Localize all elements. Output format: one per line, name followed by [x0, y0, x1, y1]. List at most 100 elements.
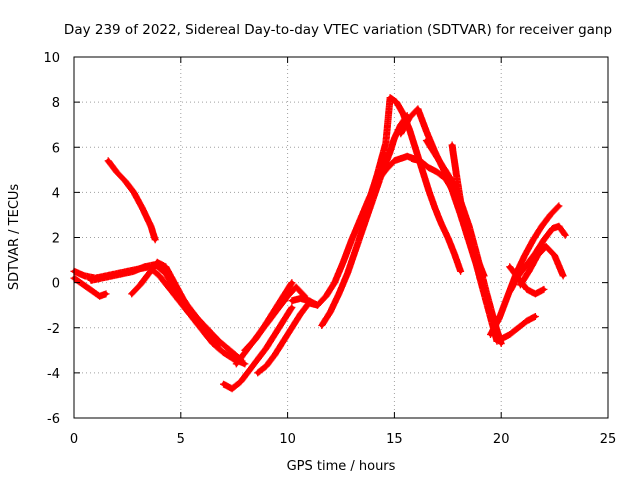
data-point: [319, 323, 324, 328]
data-point: [281, 294, 286, 299]
data-point: [272, 332, 277, 337]
data-point: [398, 131, 403, 136]
y-axis-label: SDTVAR / TECUs: [7, 184, 22, 291]
data-point: [97, 294, 102, 299]
data-point: [524, 262, 529, 267]
data-point: [432, 152, 437, 157]
data-point: [106, 158, 111, 163]
data-point: [539, 224, 544, 229]
data-point: [450, 142, 455, 147]
data-point: [524, 287, 529, 292]
data-point: [383, 140, 388, 145]
data-point: [488, 332, 493, 337]
data-point: [541, 287, 546, 292]
data-point: [550, 226, 555, 231]
data-point: [349, 237, 354, 242]
data-point: [556, 224, 561, 229]
series-arc-12: [356, 94, 465, 275]
data-point: [298, 312, 303, 317]
series-arc-6: [220, 303, 296, 393]
data-point: [281, 318, 286, 323]
data-point: [548, 212, 553, 217]
data-point: [435, 170, 440, 175]
data-point: [392, 136, 397, 141]
data-point: [388, 95, 393, 100]
data-point: [366, 199, 371, 204]
data-point: [114, 170, 119, 175]
x-tick-label: 20: [493, 432, 510, 447]
data-point: [415, 106, 420, 111]
data-point: [131, 190, 136, 195]
data-point: [426, 188, 431, 193]
data-point: [163, 264, 168, 269]
data-point: [272, 307, 277, 312]
axis-ticks: 0 5 10 15 20 25 -6 -4 -2 0 2 4 6 8 10: [43, 51, 616, 447]
data-point: [533, 291, 538, 296]
y-tick-label: 4: [52, 186, 60, 201]
data-point: [140, 206, 145, 211]
data-point: [454, 172, 459, 177]
data-point: [450, 179, 455, 184]
series-arc-5: [128, 258, 221, 350]
data-point: [400, 111, 405, 116]
data-point: [405, 154, 410, 159]
data-point: [264, 346, 269, 351]
data-point: [432, 206, 437, 211]
data-point: [544, 244, 549, 249]
y-tick-label: 0: [52, 277, 60, 292]
data-point: [242, 361, 247, 366]
data-point: [221, 350, 226, 355]
data-point: [155, 260, 160, 265]
data-point: [469, 242, 474, 247]
data-point: [358, 224, 363, 229]
data-point: [255, 357, 260, 362]
data-point: [142, 264, 147, 269]
data-point: [458, 269, 463, 274]
series-arc-2: [70, 274, 110, 300]
data-point: [458, 199, 463, 204]
data-point: [424, 129, 429, 134]
data-point: [336, 291, 341, 296]
data-point: [227, 348, 232, 353]
data-point: [392, 158, 397, 163]
data-point: [238, 379, 243, 384]
data-point: [289, 298, 294, 303]
data-point: [121, 271, 126, 276]
data-point: [420, 167, 425, 172]
y-tick-label: 2: [52, 232, 60, 247]
data-point: [253, 337, 258, 342]
data-point: [138, 282, 143, 287]
data-point: [556, 203, 561, 208]
data-point: [439, 221, 444, 226]
data-point: [441, 165, 446, 170]
data-point: [110, 273, 115, 278]
data-point: [215, 343, 220, 348]
series-arc-4: [104, 157, 159, 244]
data-point: [407, 127, 412, 132]
data-point: [332, 280, 337, 285]
series-arc-21: [506, 263, 548, 298]
x-axis-label: GPS time / hours: [287, 459, 396, 474]
data-point: [230, 386, 235, 391]
data-point: [424, 138, 429, 143]
data-point: [462, 221, 467, 226]
data-point: [484, 289, 489, 294]
chart-title: Day 239 of 2022, Sidereal Day-to-day VTE…: [64, 22, 612, 38]
data-point: [507, 264, 512, 269]
data-point: [475, 258, 480, 263]
data-point: [516, 276, 521, 281]
data-point: [524, 318, 529, 323]
data-point: [294, 285, 299, 290]
data-point: [507, 332, 512, 337]
data-point: [272, 352, 277, 357]
data-point: [482, 273, 487, 278]
y-tick-label: -2: [47, 322, 60, 337]
data-point: [531, 237, 536, 242]
data-point: [418, 158, 423, 163]
data-point: [409, 156, 414, 161]
data-point: [552, 253, 557, 258]
data-point: [123, 179, 128, 184]
data-point: [306, 298, 311, 303]
data-point: [82, 273, 87, 278]
